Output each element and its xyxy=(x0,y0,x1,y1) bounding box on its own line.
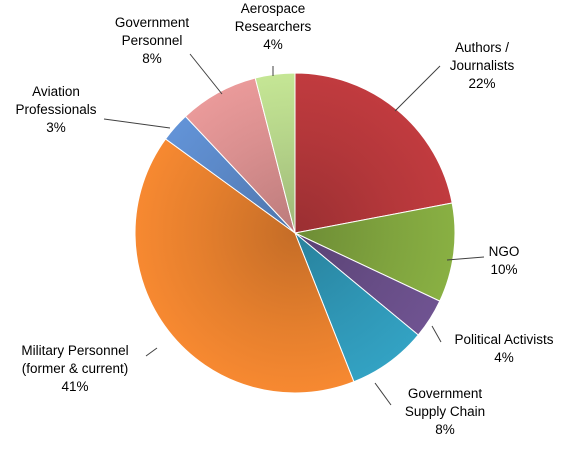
pie-slice-aerospace-researchers xyxy=(254,72,296,234)
pie-slice-ngo xyxy=(293,202,456,302)
slice-label-aviation-professionals: Aviation Professionals 3% xyxy=(15,84,96,135)
slice-label-government-supply-chain: Government Supply Chain 8% xyxy=(405,386,485,437)
slice-label-political-activists: Political Activists 4% xyxy=(454,332,553,365)
slice-label-ngo: NGO 10% xyxy=(489,244,520,277)
slice-label-aerospace-researchers: Aerospace Researchers 4% xyxy=(235,1,312,52)
leader-line-government-personnel xyxy=(189,53,223,95)
leader-line-ngo xyxy=(446,256,485,261)
slice-label-government-personnel: Government Personnel 8% xyxy=(115,15,190,66)
leader-line-military-personnel-former-current xyxy=(145,347,158,357)
leader-line-government-supply-chain xyxy=(374,382,392,406)
pie-slice-military-personnel-former-current xyxy=(134,138,355,394)
slice-label-military-personnel-former-current: Military Personnel (former & current) 41% xyxy=(21,343,128,394)
slices-layer xyxy=(134,72,456,394)
leader-line-aviation-professionals xyxy=(103,118,171,129)
leader-lines-layer xyxy=(103,53,485,406)
slice-label-authors-journalists: Authors / Journalists 22% xyxy=(450,40,515,91)
leader-line-political-activists xyxy=(431,325,442,343)
leader-line-authors-journalists xyxy=(394,65,441,112)
pie-slice-authors-journalists xyxy=(294,72,453,234)
labels-layer: Authors / Journalists 22% NGO 10% Political A… xyxy=(15,1,553,437)
